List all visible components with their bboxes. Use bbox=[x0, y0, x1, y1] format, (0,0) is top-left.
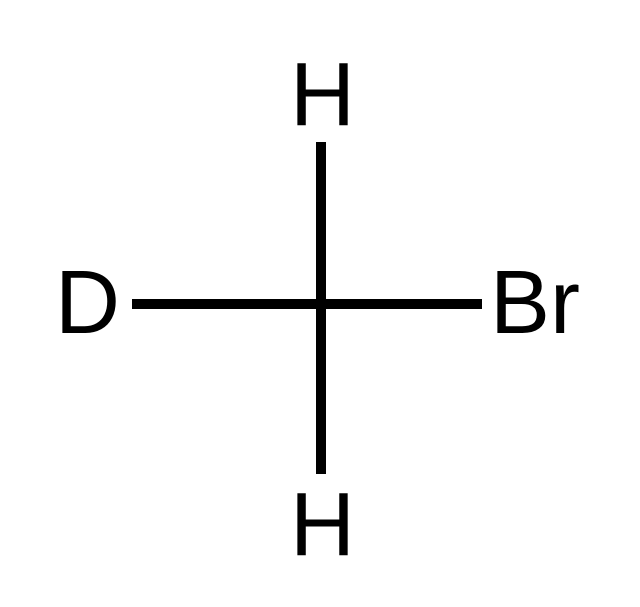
atom-top-h: H bbox=[290, 50, 355, 140]
atom-right-br: Br bbox=[490, 258, 580, 348]
atom-bottom-h: H bbox=[290, 480, 355, 570]
bond-horizontal bbox=[132, 299, 482, 309]
atom-left-d: D bbox=[55, 258, 120, 348]
